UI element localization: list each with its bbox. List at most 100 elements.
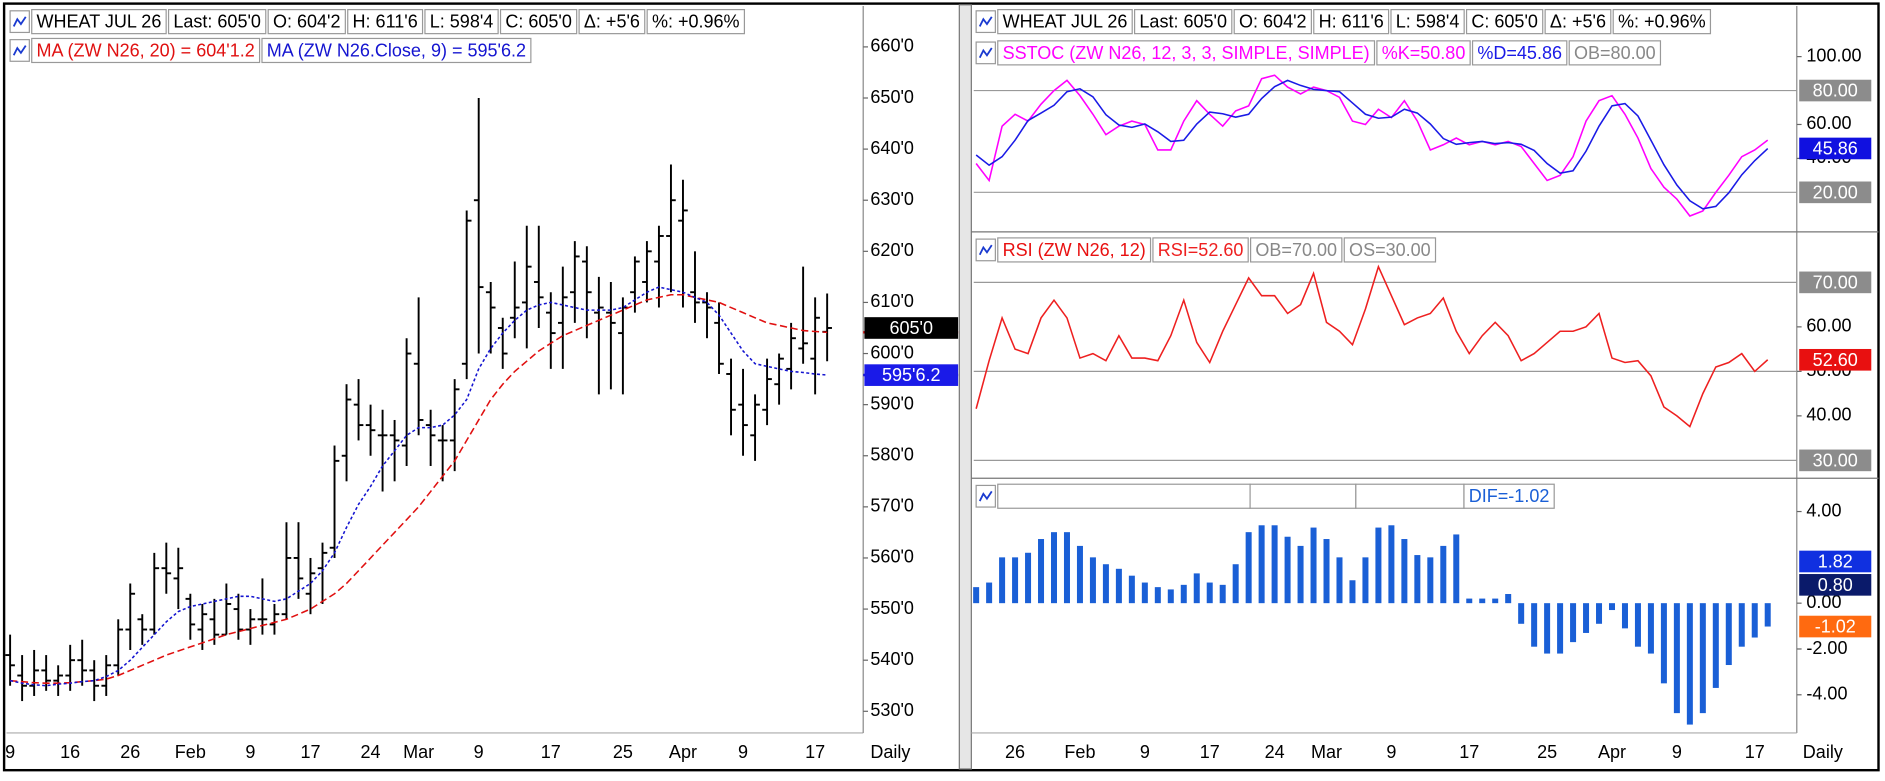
histogram-bar: [1323, 539, 1330, 604]
histogram-bar: [1479, 598, 1486, 604]
histogram-bar: [1388, 525, 1395, 604]
histogram-bar: [1297, 545, 1304, 604]
header-label: RSI (ZW N26, 12): [1003, 240, 1146, 260]
histogram-bar: [1349, 580, 1356, 604]
histogram-bar: [1167, 589, 1174, 604]
header-label: RSI=52.60: [1158, 240, 1244, 260]
histogram-bar: [1258, 525, 1265, 604]
header-label: C: 605'0: [505, 12, 572, 32]
histogram-bar: [1596, 603, 1603, 624]
value-marker: [1799, 271, 1872, 294]
histogram-bar: [1634, 603, 1641, 647]
value-marker: [1799, 79, 1872, 102]
header-label: O: 604'2: [1239, 12, 1307, 32]
x-tick-label: 17: [541, 742, 561, 762]
histogram-bar: [1076, 545, 1083, 604]
histogram-bar: [1764, 603, 1771, 627]
histogram-bar: [1310, 527, 1317, 604]
x-tick-label: Feb: [175, 742, 206, 762]
value-marker-label: 595'6.2: [882, 365, 941, 385]
header-box: [1313, 9, 1390, 35]
header-box: [261, 37, 532, 64]
y-tick-label: 630'0: [870, 189, 914, 209]
y-tick-label: 40.00: [1806, 405, 1851, 425]
histogram-bar: [1712, 603, 1719, 688]
header-label: SSTOC (ZW N26, 12, 3, 3, SIMPLE, SIMPLE): [1003, 43, 1370, 63]
x-tick-label: Apr: [669, 742, 697, 762]
moving-average-line: [10, 293, 828, 684]
header-label: L: 598'4: [1396, 12, 1460, 32]
y-tick-label: 660'0: [870, 36, 914, 56]
x-tick-label: 17: [1200, 742, 1220, 762]
header-box: [1390, 9, 1465, 35]
x-tick-label: 26: [1005, 742, 1025, 762]
x-tick-label: Mar: [403, 742, 434, 762]
pane-icon-glyph: [978, 47, 993, 59]
header-box: [1471, 40, 1568, 66]
header-box: [1568, 40, 1662, 66]
value-marker-label: 52.60: [1813, 350, 1858, 370]
x-axis-label: Daily: [870, 742, 910, 762]
header-label: Last: 605'0: [173, 12, 261, 32]
x-tick-label: 9: [245, 742, 255, 762]
histogram-bar: [1570, 603, 1577, 643]
value-marker: [1799, 550, 1872, 573]
histogram-bar: [1401, 539, 1408, 604]
histogram-bar: [1038, 539, 1045, 604]
header-label: O: 604'2: [273, 12, 341, 32]
histogram-bar: [1621, 603, 1628, 629]
histogram-bar: [1050, 532, 1058, 604]
histogram-bar: [1245, 532, 1252, 604]
value-marker: [864, 364, 959, 386]
histogram-bar: [1063, 532, 1070, 604]
histogram-bar: [1375, 527, 1382, 604]
value-marker-label: 70.00: [1813, 272, 1858, 292]
header-box: [578, 9, 646, 35]
x-tick-label: 9: [1140, 742, 1150, 762]
header-box: [1376, 40, 1471, 66]
histogram-bar: [1025, 552, 1032, 604]
header-label: %: +0.96%: [652, 12, 740, 32]
x-tick-label: Apr: [1598, 742, 1626, 762]
header-label: OS=30.00: [1349, 240, 1431, 260]
x-tick-label: 25: [613, 742, 633, 762]
histogram-bar: [1738, 603, 1745, 647]
histogram-bar: [1544, 603, 1551, 654]
y-tick-label: 610'0: [870, 291, 914, 311]
y-tick-label: 550'0: [870, 598, 914, 618]
header-label: %D=45.86: [1477, 43, 1562, 63]
header-label: WHEAT JUL 26: [37, 12, 162, 32]
histogram-bar: [1102, 564, 1109, 604]
value-marker-label: 30.00: [1813, 450, 1858, 470]
value-marker-label: 0.80: [1818, 575, 1853, 595]
x-tick-label: 24: [1265, 742, 1285, 762]
histogram-bar: [1271, 525, 1278, 604]
header-label: %K=50.80: [1382, 43, 1466, 63]
histogram-bar: [1608, 603, 1616, 611]
x-tick-label: 9: [738, 742, 748, 762]
histogram-bar: [1336, 557, 1343, 604]
y-tick-label: 540'0: [870, 649, 914, 669]
value-marker-label: 1.82: [1818, 551, 1853, 571]
y-tick-label: 60.00: [1806, 316, 1851, 336]
histogram-bar: [1128, 575, 1135, 604]
header-box: [1355, 483, 1465, 509]
x-tick-label: Mar: [1311, 742, 1342, 762]
y-tick-label: -4.00: [1806, 684, 1847, 704]
header-box: [997, 9, 1133, 35]
y-tick-label: 530'0: [870, 700, 914, 720]
histogram-bar: [1193, 573, 1200, 604]
histogram-bar: [1660, 603, 1667, 684]
x-tick-label: 17: [300, 742, 320, 762]
header-label: DIF=-1.02: [1469, 486, 1550, 506]
x-tick-label: 17: [1745, 742, 1765, 762]
y-tick-label: 580'0: [870, 445, 914, 465]
value-marker-label: -1.02: [1815, 617, 1856, 637]
pane-icon-glyph: [978, 490, 993, 502]
histogram-bar: [1725, 603, 1732, 666]
histogram-bar: [1557, 603, 1564, 654]
header-label: Δ: +5'6: [1550, 12, 1606, 32]
histogram-bar: [1453, 534, 1460, 604]
